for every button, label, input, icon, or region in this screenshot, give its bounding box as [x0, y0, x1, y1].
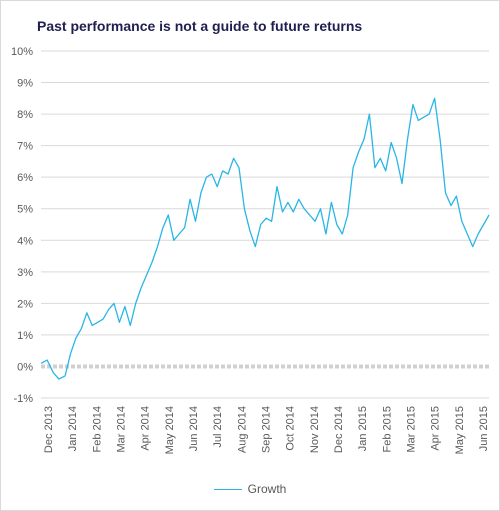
- x-tick-label: Sep 2014: [261, 406, 273, 453]
- series-line-growth: [40, 97, 490, 380]
- y-tick-label: 0%: [17, 361, 33, 373]
- legend: Growth: [1, 482, 499, 496]
- chart-title: Past performance is not a guide to futur…: [37, 18, 363, 34]
- y-tick-label: 3%: [17, 267, 33, 279]
- x-tick-label: Jun 2015: [478, 406, 490, 451]
- x-tick-label: Nov 2014: [309, 406, 321, 453]
- x-tick-label: Aug 2014: [236, 406, 248, 453]
- x-tick-label: Feb 2015: [381, 406, 393, 452]
- legend-swatch: [213, 489, 242, 491]
- y-tick-label: 6%: [17, 172, 33, 184]
- x-tick-label: Oct 2014: [285, 406, 297, 451]
- y-tick-label: 2%: [17, 298, 33, 310]
- x-tick-label: Jul 2014: [212, 406, 224, 448]
- y-tick-label: 10%: [11, 46, 33, 58]
- y-tick-label: 7%: [17, 141, 33, 153]
- x-tick-label: Apr 2014: [140, 406, 152, 451]
- y-tick-label: 8%: [17, 109, 33, 121]
- x-tick-label: Apr 2015: [430, 406, 442, 451]
- x-tick-label: Dec 2013: [43, 406, 55, 453]
- plot-area: -1% 0% 1% 2% 3% 4% 5% 6% 7% 8% 9% 10% Dec 2013 Jan 20…: [11, 46, 490, 454]
- legend-label: Growth: [247, 482, 287, 496]
- y-tick-label: 9%: [17, 78, 33, 90]
- x-tick-label: May 2014: [164, 406, 176, 454]
- x-tick-label: Dec 2014: [333, 406, 345, 453]
- x-tick-label: May 2015: [454, 406, 466, 454]
- y-tick-label: 1%: [17, 330, 33, 342]
- x-tick-label: Jan 2014: [67, 406, 79, 451]
- x-tick-label: Jan 2015: [357, 406, 369, 451]
- x-tick-label: Mar 2014: [116, 406, 128, 452]
- x-tick-label: Feb 2014: [91, 406, 103, 452]
- y-tick-label: 5%: [17, 204, 33, 216]
- y-tick-label: 4%: [17, 235, 33, 247]
- x-tick-label: Mar 2015: [406, 406, 418, 452]
- y-tick-label: -1%: [13, 393, 33, 405]
- x-tick-label: Jun 2014: [188, 406, 200, 451]
